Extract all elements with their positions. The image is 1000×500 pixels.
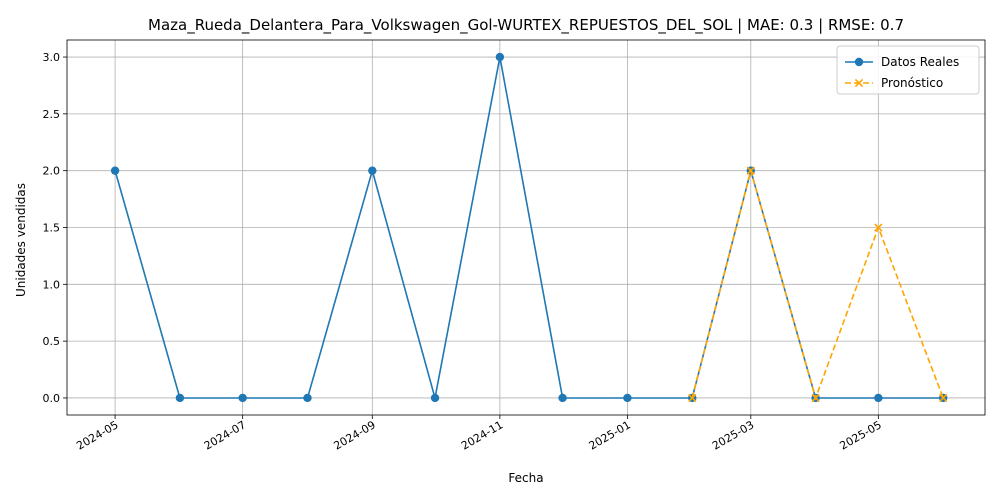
legend-marker xyxy=(854,57,864,67)
y-tick-label: 2.5 xyxy=(43,108,61,121)
data-point xyxy=(688,393,697,403)
legend-entry: Pronóstico xyxy=(845,76,943,90)
y-tick-label: 2.0 xyxy=(43,165,61,178)
x-tick-label: 2025-03 xyxy=(710,418,756,452)
x-axis-label: Fecha xyxy=(508,471,543,485)
data-point xyxy=(558,393,567,403)
legend-label: Datos Reales xyxy=(881,55,959,69)
data-point xyxy=(746,166,755,175)
x-tick-label: 2024-09 xyxy=(331,418,377,452)
data-point xyxy=(175,393,185,403)
data-point xyxy=(874,393,883,403)
y-tick-label: 1.5 xyxy=(43,222,61,235)
y-tick-label: 0.0 xyxy=(43,392,61,405)
y-tick-label: 0.5 xyxy=(43,335,61,348)
x-tick-label: 2024-11 xyxy=(459,418,505,452)
legend-entry: Datos Reales xyxy=(845,55,959,69)
grid xyxy=(67,40,985,415)
y-tick-label: 1.0 xyxy=(43,278,61,291)
x-tick-label: 2025-01 xyxy=(587,418,633,452)
series xyxy=(110,52,948,403)
legend-box xyxy=(836,45,980,95)
data-point xyxy=(811,393,820,403)
data-point xyxy=(110,166,120,175)
series-line xyxy=(114,56,944,399)
legend-label: Pronóstico xyxy=(881,76,943,90)
data-point xyxy=(238,393,247,403)
data-point xyxy=(623,393,632,403)
legend-marker xyxy=(854,78,864,88)
x-tick-label: 2024-07 xyxy=(202,418,248,452)
data-point xyxy=(874,223,883,232)
data-point xyxy=(430,393,440,403)
data-point xyxy=(495,52,505,62)
x-tick-label: 2024-05 xyxy=(74,418,120,452)
y-tick-label: 3.0 xyxy=(43,51,61,64)
chart-title: Maza_Rueda_Delantera_Para_Volkswagen_Gol… xyxy=(148,16,904,35)
y-axis-label: Unidades vendidas xyxy=(14,183,28,297)
data-point xyxy=(939,393,948,403)
legend: Datos Reales Pronóstico xyxy=(836,45,980,95)
series-pronostico xyxy=(688,166,948,403)
x-tick-label: 2025-05 xyxy=(838,418,884,452)
data-point xyxy=(368,166,377,175)
data-point xyxy=(303,393,312,403)
